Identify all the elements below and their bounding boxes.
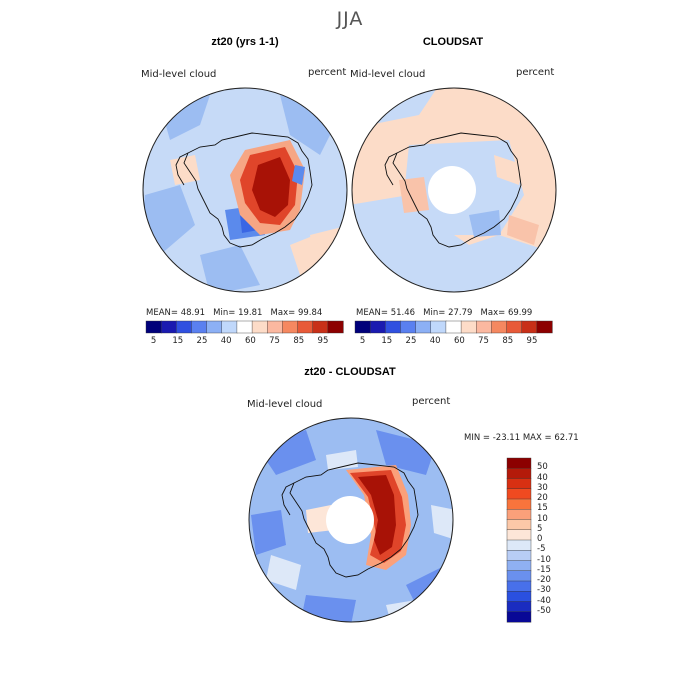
colorbar-swatch (460, 320, 477, 334)
colorbar-tick-label: -5 (537, 544, 546, 555)
colorbar-tick-label: 40 (429, 336, 441, 346)
panel1-units-label: percent (308, 67, 347, 78)
colorbar-swatch (369, 320, 386, 334)
colorbar-swatch (491, 320, 508, 334)
panel3-units-label: percent (412, 396, 451, 407)
panel1-coastline (183, 132, 313, 248)
colorbar-tick-label: 15 (537, 503, 548, 514)
panel3-variable-label: Mid-level cloud (247, 399, 323, 410)
colorbar-swatch (521, 320, 538, 334)
colorbar-tick-label: -30 (537, 585, 551, 596)
colorbar-swatch (506, 320, 523, 334)
colorbar-swatch (415, 320, 432, 334)
colorbar-tick-label: 40 (537, 472, 548, 483)
colorbar-swatch (385, 320, 402, 334)
colorbar-swatch (506, 570, 532, 582)
colorbar-swatch (506, 468, 532, 480)
colorbar-swatch (506, 591, 532, 603)
colorbar-swatch (327, 320, 344, 334)
colorbar-tick-label: 5 (359, 336, 366, 346)
colorbar-swatch (160, 320, 177, 334)
colorbar-swatch (506, 478, 532, 490)
panel2-colorbar (354, 320, 553, 334)
panel2-variable-label: Mid-level cloud (350, 69, 426, 80)
colorbar-tick-label: 30 (537, 482, 548, 493)
colorbar-swatch (506, 519, 532, 531)
colorbar-swatch (251, 320, 268, 334)
colorbar-tick-label: 10 (537, 513, 548, 524)
colorbar-swatch (506, 488, 532, 500)
colorbar-swatch (506, 539, 532, 551)
colorbar-swatch (506, 509, 532, 521)
colorbar-tick-label: -10 (537, 554, 551, 565)
panel3-title: zt20 - CLOUDSAT (304, 366, 396, 378)
panel3-polar-map (248, 417, 454, 623)
colorbar-tick-label: 15 (172, 336, 184, 346)
panel2-polar-map (351, 87, 557, 293)
colorbar-swatch (506, 498, 532, 510)
colorbar-swatch (430, 320, 447, 334)
colorbar-swatch (476, 320, 492, 334)
colorbar-tick-label: 60 (453, 336, 465, 346)
colorbar-swatch (506, 580, 532, 592)
colorbar-swatch (236, 320, 253, 334)
panel3-colorbar (506, 457, 532, 623)
panel3-minmax-stats: MIN = -23.11 MAX = 62.71 (464, 433, 579, 443)
panel3-coastline (289, 462, 419, 578)
colorbar-swatch (400, 320, 417, 334)
colorbar-swatch (206, 320, 223, 334)
panel1-stats: MEAN= 48.91 Min= 19.81 Max= 99.84 (146, 308, 323, 318)
colorbar-tick-label: 40 (220, 336, 232, 346)
season-title: JJA (336, 8, 364, 30)
colorbar-tick-label: 20 (537, 493, 548, 503)
colorbar-swatch (506, 529, 532, 541)
colorbar-tick-label: 95 (317, 336, 329, 346)
colorbar-tick-label: 50 (537, 462, 548, 473)
colorbar-tick-label: 85 (502, 336, 514, 346)
colorbar-swatch (176, 320, 193, 334)
colorbar-tick-label: 25 (405, 336, 417, 346)
colorbar-swatch (267, 320, 283, 334)
panel1-title: zt20 (yrs 1-1) (211, 36, 279, 48)
panel2-coastline (392, 132, 522, 248)
colorbar-swatch (506, 601, 532, 613)
colorbar-swatch (312, 320, 329, 334)
colorbar-tick-label: 60 (244, 336, 256, 346)
colorbar-swatch (221, 320, 238, 334)
panel1-polar-map (142, 87, 348, 293)
panel2-stats: MEAN= 51.46 Min= 27.79 Max= 69.99 (356, 308, 533, 318)
panel2-units-label: percent (516, 67, 555, 78)
colorbar-tick-label: 85 (293, 336, 305, 346)
panel1-variable-label: Mid-level cloud (141, 69, 217, 80)
colorbar-tick-label: 75 (269, 336, 280, 346)
colorbar-swatch (506, 560, 532, 572)
colorbar-tick-label: -40 (537, 595, 551, 606)
colorbar-tick-label: -15 (537, 564, 551, 575)
colorbar-swatch (191, 320, 208, 334)
colorbar-tick-label: 5 (150, 336, 157, 346)
colorbar-swatch (445, 320, 462, 334)
panel2-no-data-hole (428, 166, 476, 214)
colorbar-swatch (536, 320, 553, 334)
panel1-colorbar (145, 320, 344, 334)
colorbar-swatch (506, 457, 532, 469)
panel3-no-data-hole (326, 496, 374, 544)
colorbar-tick-label: -50 (537, 605, 551, 616)
colorbar-tick-label: 25 (196, 336, 208, 346)
panel2-title: CLOUDSAT (422, 36, 484, 48)
colorbar-swatch (506, 550, 532, 562)
colorbar-swatch (297, 320, 314, 334)
colorbar-swatch (145, 320, 162, 334)
colorbar-tick-label: -20 (537, 575, 551, 585)
colorbar-swatch (506, 611, 532, 623)
colorbar-tick-label: 75 (478, 336, 489, 346)
colorbar-swatch (354, 320, 371, 334)
colorbar-tick-label: 15 (381, 336, 393, 346)
colorbar-swatch (282, 320, 299, 334)
colorbar-tick-label: 95 (526, 336, 538, 346)
colorbar-tick-label: 0 (537, 534, 543, 544)
colorbar-tick-label: 5 (537, 523, 543, 534)
